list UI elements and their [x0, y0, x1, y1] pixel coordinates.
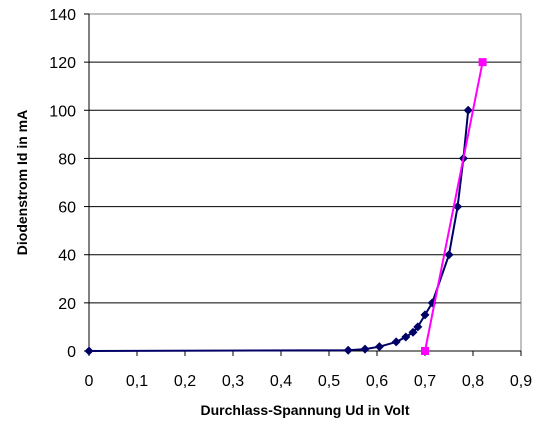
gridlines — [89, 13, 521, 304]
y-tick-label: 20 — [58, 296, 76, 313]
x-tick-label: 0,6 — [366, 373, 388, 390]
x-tick-label: 0,9 — [510, 373, 532, 390]
y-tick-label: 40 — [58, 248, 76, 265]
y-axis-title: Diodenstrom Id in mA — [14, 110, 30, 255]
data-point-diamond — [360, 344, 370, 354]
data-point-diamond — [413, 322, 423, 332]
x-tick-label: 0,5 — [318, 373, 340, 390]
data-point-diamond — [343, 345, 353, 355]
y-tick-label: 60 — [58, 200, 76, 217]
x-tick-label: 0,1 — [126, 373, 148, 390]
data-point-diamond — [453, 202, 463, 212]
y-tick-labels: 0 20 40 60 80 100 120 140 — [49, 7, 76, 361]
series-group — [84, 58, 487, 356]
x-tick-label: 0,4 — [270, 373, 292, 390]
x-tick-label: 0,3 — [222, 373, 244, 390]
data-point-diamond — [463, 105, 473, 115]
data-point-square — [421, 347, 429, 355]
y-tick-label: 80 — [58, 151, 76, 168]
data-point-diamond — [401, 332, 411, 342]
data-point-diamond — [444, 250, 454, 260]
data-point-diamond — [420, 310, 430, 320]
data-point-diamond — [374, 342, 384, 352]
y-tick-label: 120 — [49, 55, 76, 72]
data-point-diamond — [408, 327, 418, 337]
series-1 — [84, 105, 473, 356]
x-tick-label: 0,7 — [414, 373, 436, 390]
plot-area-frame — [88, 13, 522, 352]
y-tick-label: 100 — [49, 103, 76, 120]
data-point-diamond — [84, 346, 94, 356]
y-tick-label: 140 — [49, 7, 76, 24]
y-tick-label: 0 — [67, 344, 76, 361]
series-line — [424, 61, 484, 352]
x-tick-labels: 0 0,1 0,2 0,3 0,4 0,5 0,6 0,7 0,8 0,9 — [85, 373, 533, 390]
axes — [84, 13, 522, 356]
series-2 — [421, 58, 487, 355]
series-line — [88, 110, 470, 352]
x-tick-label: 0,2 — [174, 373, 196, 390]
x-axis-title: Durchlass-Spannung Ud in Volt — [201, 402, 410, 418]
data-point-diamond — [391, 337, 401, 347]
x-tick-label: 0 — [85, 373, 94, 390]
data-point-square — [478, 58, 487, 67]
x-tick-label: 0,8 — [462, 373, 484, 390]
